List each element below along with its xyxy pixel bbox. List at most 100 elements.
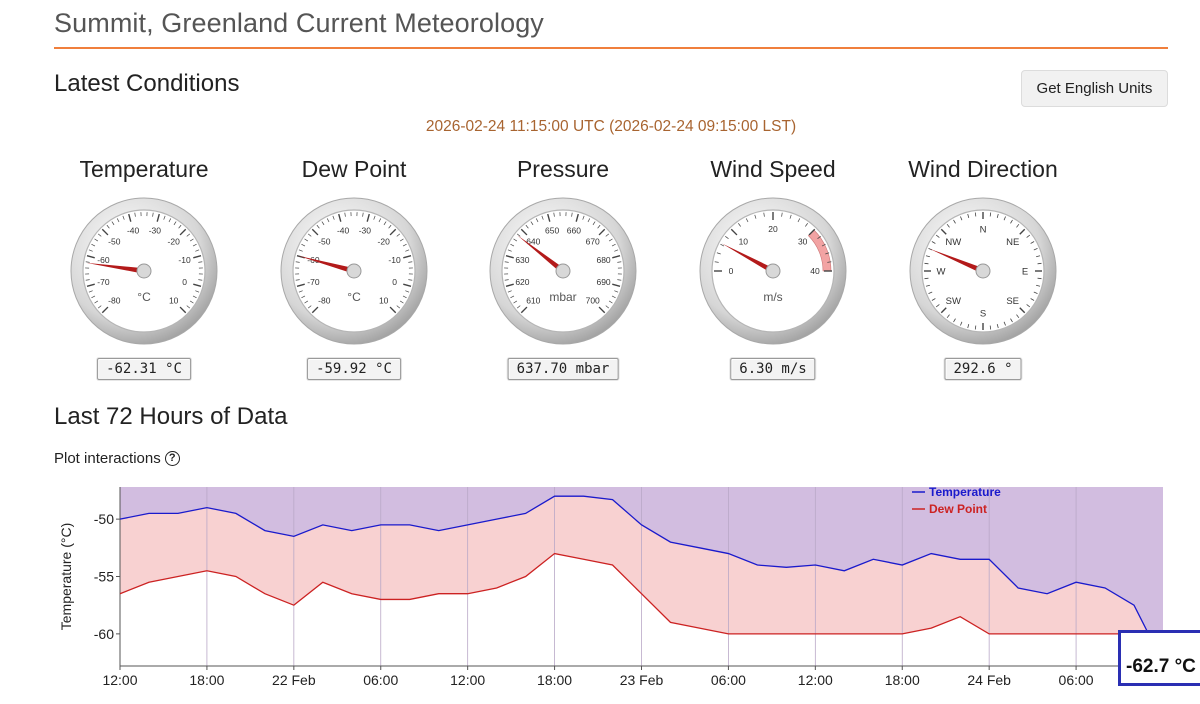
gauge-tick [608, 238, 613, 242]
gauge-tick [928, 291, 933, 294]
gauge-tick-label: 0 [729, 266, 734, 276]
gauge-tick [940, 307, 947, 314]
gauge-tick [111, 221, 115, 226]
gauge-tick [714, 261, 719, 263]
gauge-hub [555, 263, 571, 279]
gauge-tick [179, 228, 187, 236]
gauge-tick [974, 212, 977, 217]
temperature-gauge: Temperature -80 -70 -60 -50 -40 -30 -20 -10 0 10 °… [54, 150, 234, 390]
pressure-gauge: Pressure 610 620 630 640 650 660 670 680 690 700 m… [473, 150, 653, 390]
pressure-dial: 610 620 630 640 650 660 670 680 690 700 mbar [489, 197, 637, 345]
x-tick-label: 06:00 [363, 672, 398, 688]
gauge-tick [597, 224, 601, 229]
gauge-needle [929, 248, 990, 277]
title-divider [54, 47, 1168, 49]
gauge-tick [931, 241, 936, 244]
gauge-tick [720, 243, 725, 247]
gauge-tick [1033, 291, 1038, 294]
gauge-tick [516, 233, 521, 237]
gauge-tick [513, 238, 518, 242]
dew-point-gauge: Dew Point -80-70-60-50-40-30-20-10010°C … [264, 150, 444, 390]
gauge-tick [1036, 284, 1041, 287]
gauge-tick-label: 620 [515, 277, 529, 287]
gauge-tick [399, 300, 404, 304]
compass-label: N [980, 225, 987, 236]
gauge-tick [362, 212, 364, 217]
gauge-tick-label: -70 [307, 277, 320, 287]
gauge-tick [307, 233, 312, 237]
legend-label: Dew Point [929, 502, 987, 516]
gauge-tick [592, 221, 596, 226]
gauge-needle [517, 235, 570, 278]
compass-label: W [937, 267, 946, 278]
help-icon[interactable]: ? [164, 451, 180, 466]
plot-interactions-label: Plot interactions [54, 450, 161, 467]
gauge-tick [408, 279, 413, 281]
gauge-tick [402, 295, 407, 299]
gauge-tick-label: -20 [168, 236, 181, 246]
gauge-tick [614, 290, 619, 293]
gauge-tick [925, 255, 930, 258]
gauge-tick [94, 300, 99, 304]
gauge-tick [128, 213, 132, 222]
wind-speed-dial: 0 10 20 30 40 m/s [699, 197, 847, 345]
gauge-tick [821, 243, 826, 247]
gauge-tick [193, 283, 202, 287]
gauge-tick [582, 215, 585, 220]
gauge-tick [402, 243, 407, 247]
legend-label: Temperature [929, 485, 1001, 499]
gauge-tick [321, 221, 325, 226]
gauge-tick [403, 283, 412, 287]
gauge-hub [975, 263, 991, 279]
gauge-tick [1036, 255, 1041, 258]
compass-label: SW [946, 296, 961, 307]
gauge-tick [304, 300, 309, 304]
gauge-tick [730, 228, 738, 236]
gauge-tick [745, 218, 749, 223]
gauge-tick [960, 216, 963, 221]
gauge-tick [94, 238, 99, 242]
gauge-tick [967, 213, 970, 218]
gauge-tick [605, 305, 610, 309]
gauge-tick [304, 238, 309, 242]
gauge-tick [510, 295, 515, 299]
compass-label: SE [1006, 296, 1019, 307]
gauge-tick [405, 290, 410, 293]
gauge-tick [781, 212, 783, 217]
gauge-tick [510, 243, 515, 247]
gauge-label: Wind Speed [710, 156, 836, 182]
gauge-readout: -59.92 °C [307, 358, 401, 380]
gauge-tick [996, 324, 999, 329]
gauge-tick [295, 261, 300, 263]
y-axis-label: Temperature (°C) [58, 523, 74, 631]
gauge-tick [399, 238, 404, 242]
gauge-tick [547, 213, 551, 222]
gauge-tick [338, 213, 342, 222]
gauge-needle [298, 255, 361, 276]
latest-conditions-heading: Latest Conditions [54, 70, 240, 97]
gauge-tick [1003, 321, 1006, 326]
get-english-units-button[interactable]: Get English Units [1021, 70, 1168, 107]
plot-interactions[interactable]: Plot interactions ? [54, 450, 180, 467]
gauge-tick [754, 214, 757, 219]
gauge-tick [198, 279, 203, 281]
history-chart[interactable]: -50 -55 -60 12:00 18:00 22 Feb 06:00 12:00 18:00… [0, 470, 1200, 704]
gauge-tick [925, 284, 930, 287]
x-tick-label: 12:00 [798, 672, 833, 688]
gauge-tick-label: 630 [515, 255, 529, 265]
gauge-tick [86, 283, 95, 287]
observation-timestamp: 2026-02-24 11:15:00 UTC (2026-02-24 09:1… [425, 118, 797, 135]
gauge-tick-label: 680 [596, 255, 610, 265]
gauge-tick [405, 249, 410, 252]
gauge-tick [396, 233, 401, 237]
gauge-tick [516, 305, 521, 309]
gauge-tick [1033, 248, 1038, 251]
gauge-tick [763, 212, 765, 217]
gauge-tick [186, 305, 191, 309]
x-tick-label: 23 Feb [620, 672, 664, 688]
gauge-tick [946, 314, 950, 319]
gauge-tick [168, 218, 172, 223]
gauge-tick [825, 252, 830, 255]
history-plot[interactable]: -50 -55 -60 12:00 18:00 22 Feb 06:00 12:00 18:00… [0, 470, 1200, 704]
gauge-tick-label: 0 [392, 277, 397, 287]
